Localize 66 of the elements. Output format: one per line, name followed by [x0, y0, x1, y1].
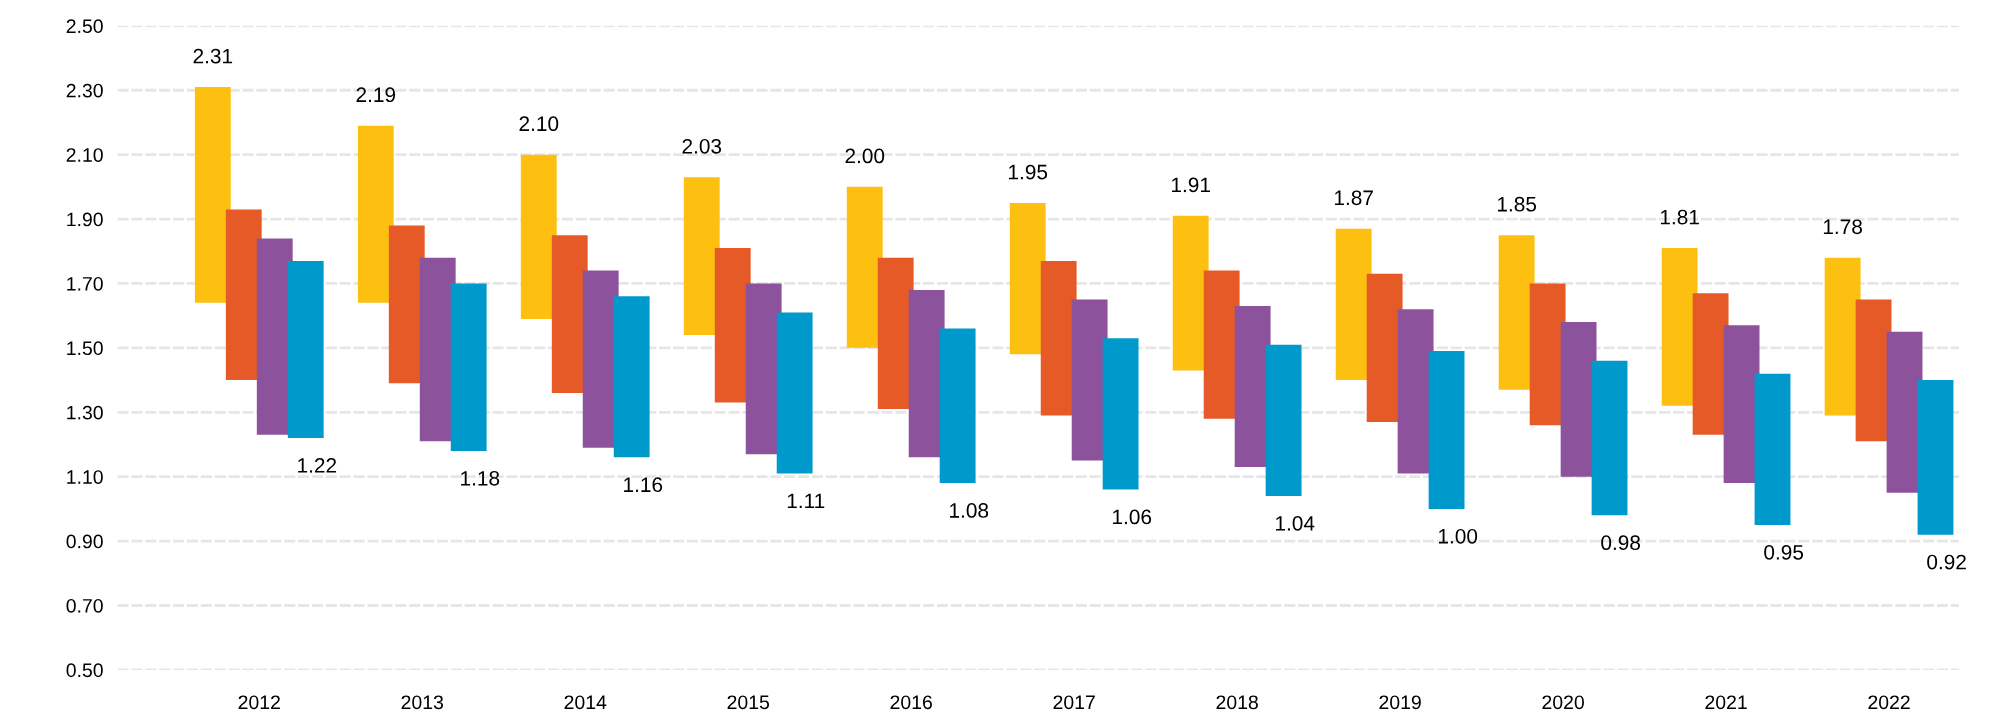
bar [1917, 380, 1954, 535]
annotation: 1.18 [461, 470, 500, 486]
annotation: 1.00 [1439, 528, 1478, 544]
annotation: 1.11 [787, 493, 825, 508]
y-tick-label: 1.10 [67, 470, 103, 484]
x-tick-label: 2022 [1868, 695, 1910, 710]
bar [1754, 373, 1791, 525]
x-tick-label: 2014 [564, 695, 607, 710]
data-label: 2.19 [356, 87, 396, 103]
x-tick-label: 2016 [890, 695, 932, 710]
annotation: 1.08 [950, 503, 989, 518]
x-tick-label: 2017 [1053, 695, 1095, 710]
bar [1172, 215, 1209, 371]
bar [357, 125, 394, 303]
annotation: 1.04 [1276, 516, 1315, 531]
bar [1428, 351, 1465, 509]
y-tick-label: 1.90 [67, 212, 103, 227]
annotation: 1.16 [624, 477, 663, 493]
bar [1265, 344, 1302, 496]
bar [683, 177, 720, 335]
bar [450, 283, 487, 451]
y-tick-label: 2.30 [66, 83, 103, 98]
data-label: 1.87 [1334, 190, 1373, 206]
data-label: 2.10 [519, 116, 559, 132]
data-label: 1.81 [1660, 209, 1699, 225]
y-tick-label: 1.50 [67, 341, 103, 356]
bar [1591, 360, 1628, 516]
data-label: 2.00 [845, 148, 885, 164]
data-label: 1.91 [1172, 177, 1210, 193]
bar [1335, 228, 1372, 381]
bar [776, 312, 813, 474]
y-tick-label: 1.70 [67, 276, 103, 291]
bar [1009, 202, 1046, 355]
x-tick-label: 2013 [401, 695, 444, 710]
bar [1723, 325, 1760, 484]
data-label: 1.85 [1497, 196, 1537, 212]
bar [613, 296, 650, 458]
bar [1498, 235, 1535, 390]
annotation: 0.95 [1764, 544, 1804, 560]
bar [939, 328, 976, 484]
annotation: 0.92 [1927, 554, 1966, 570]
x-tick-label: 2020 [1542, 695, 1584, 710]
data-label: 2.03 [682, 138, 722, 154]
data-label: 1.78 [1823, 219, 1862, 235]
bar [1102, 338, 1139, 490]
y-tick-label: 1.30 [67, 405, 103, 420]
x-tick-label: 2012 [238, 695, 280, 710]
bar [846, 186, 883, 348]
y-tick-label: 0.70 [66, 598, 103, 613]
bar [287, 260, 324, 439]
annotation: 0.98 [1601, 535, 1641, 551]
data-label: 2.31 [193, 48, 233, 64]
x-tick-label: 2019 [1379, 695, 1421, 710]
y-tick-label: 0.90 [66, 534, 103, 549]
annotation: 1.22 [298, 458, 337, 473]
y-tick-label: 2.10 [66, 148, 103, 162]
x-tick-label: 2015 [727, 695, 770, 710]
annotation: 1.06 [1113, 509, 1152, 525]
bar [1886, 331, 1923, 493]
data-label: 1.95 [1009, 164, 1048, 180]
bar [520, 154, 557, 319]
y-tick-label: 2.50 [66, 19, 103, 34]
x-tick-label: 2018 [1216, 695, 1258, 710]
x-tick-label: 2021 [1705, 695, 1747, 710]
bar [194, 87, 231, 303]
y-tick-label: 0.50 [66, 663, 103, 678]
